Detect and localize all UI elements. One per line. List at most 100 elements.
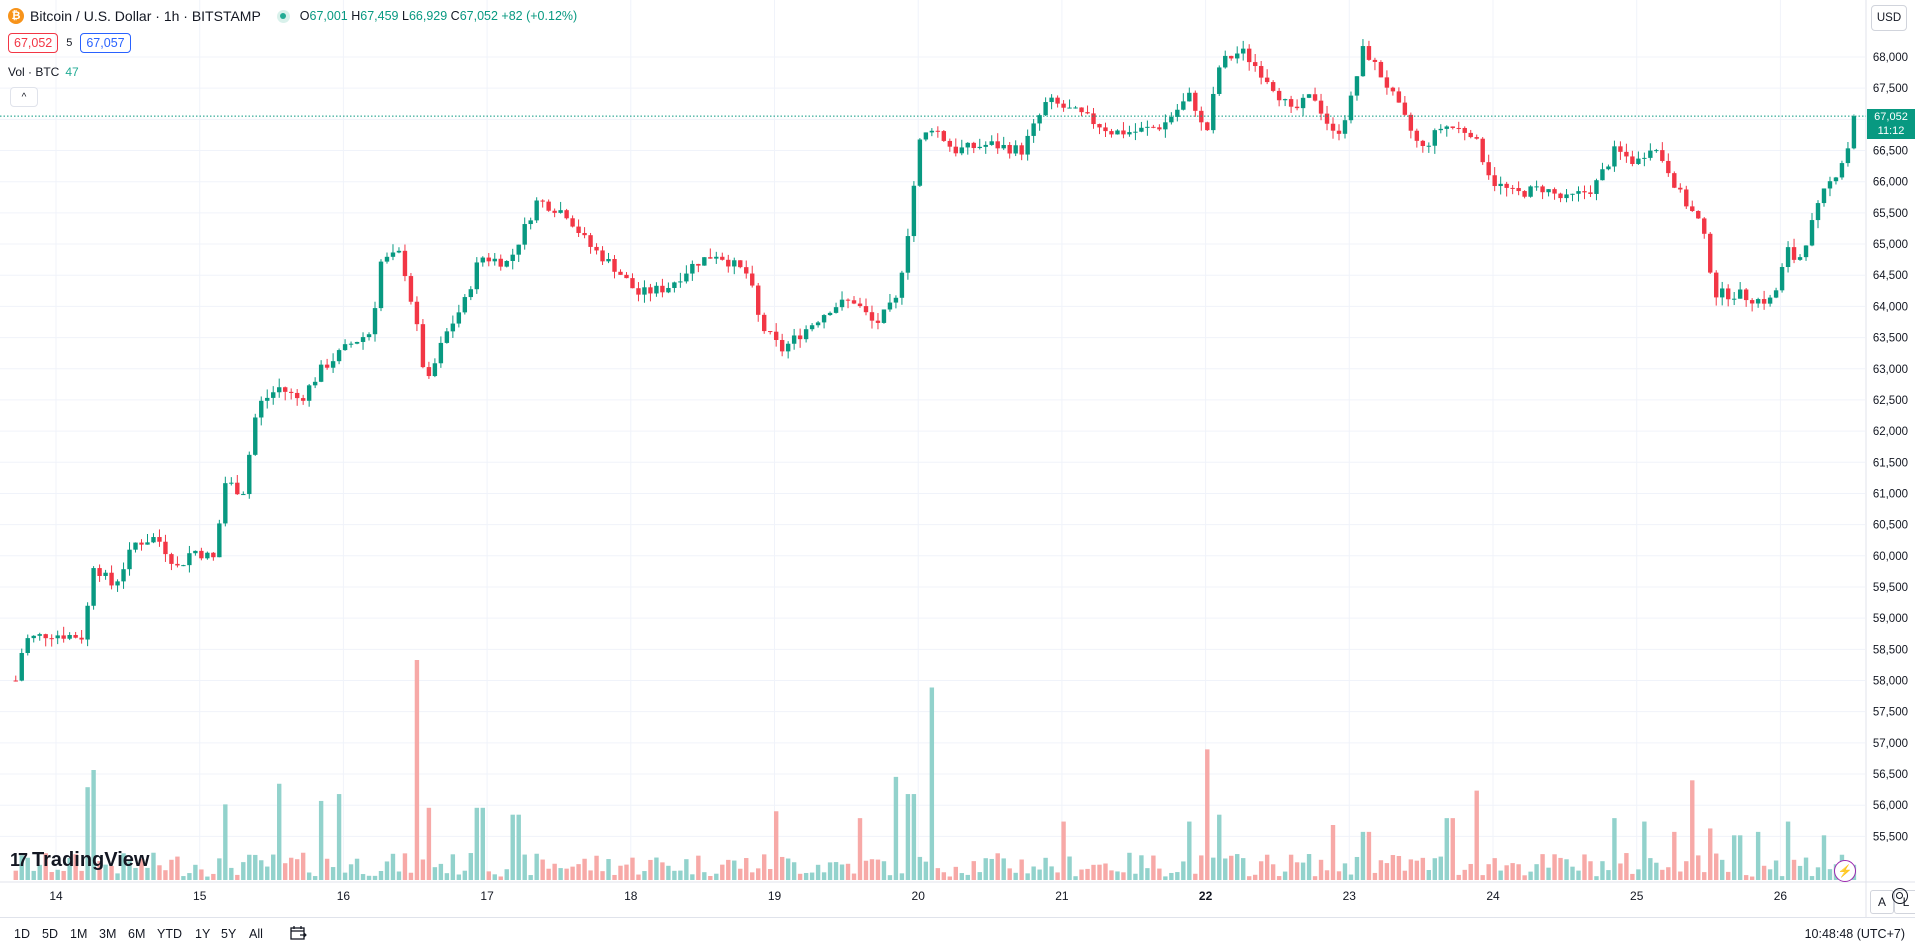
candle-body — [1163, 122, 1168, 130]
volume-bar — [294, 859, 300, 880]
timezone-clock[interactable]: 10:48:48 (UTC+7) — [1804, 927, 1905, 941]
currency-button[interactable]: USD — [1871, 5, 1907, 31]
candle-body — [1420, 140, 1426, 146]
range-5d-button[interactable]: 5D — [42, 927, 58, 941]
candle-body — [624, 274, 629, 279]
volume-bar — [241, 862, 246, 880]
range-6m-button[interactable]: 6M — [128, 927, 146, 941]
candle-body — [510, 254, 515, 261]
price-tick-label: 67,500 — [1873, 83, 1908, 95]
volume-bar — [73, 854, 78, 880]
candle-body — [899, 272, 905, 298]
candle-body — [1121, 130, 1126, 135]
collapse-legend-button[interactable]: ^ — [10, 87, 38, 107]
volume-bar — [504, 869, 509, 880]
volume-bar — [1223, 858, 1228, 880]
candle-body — [1336, 130, 1342, 134]
bottom-toolbar: 1D 5D 1M 3M 6M YTD 1Y 5Y All 10:48:48 (U… — [0, 917, 1915, 950]
calendar-goto-icon[interactable] — [290, 925, 307, 940]
candle-body — [1055, 97, 1060, 104]
volume-bar — [432, 867, 438, 880]
candle-body — [31, 635, 36, 639]
volume-bar — [348, 864, 354, 880]
candle-body — [300, 398, 306, 401]
range-1m-button[interactable]: 1M — [70, 927, 88, 941]
range-all-button[interactable]: All — [249, 927, 263, 941]
candle-body — [312, 381, 318, 386]
volume-bar — [366, 875, 372, 880]
volume-bar — [678, 870, 683, 880]
candle-body — [504, 260, 509, 267]
volume-bar — [624, 864, 629, 880]
volume-bar — [1797, 865, 1803, 880]
range-3m-button[interactable]: 3M — [99, 927, 117, 941]
volume-bar — [1037, 869, 1042, 880]
lightning-icon[interactable]: ⚡ — [1834, 860, 1856, 882]
range-1y-button[interactable]: 1Y — [195, 927, 211, 941]
volume-bar — [534, 853, 539, 880]
candle-body — [1169, 116, 1174, 123]
volume-bar — [1630, 873, 1635, 880]
candle-body — [678, 281, 683, 283]
candle-body — [1564, 194, 1569, 199]
volume-bar — [869, 859, 875, 880]
buy-button[interactable]: 67,057 — [80, 33, 131, 53]
candle-body — [1809, 220, 1815, 246]
candle-body — [103, 572, 108, 576]
candle-body — [1306, 94, 1312, 98]
range-5y-button[interactable]: 5Y — [221, 927, 237, 941]
volume-bar — [1438, 856, 1443, 880]
volume-bar — [989, 858, 994, 880]
volume-bar — [468, 853, 474, 880]
volume-bar — [959, 873, 964, 880]
range-1d-button[interactable]: 1D — [14, 927, 30, 941]
volume-bar — [342, 872, 348, 880]
volume-bar — [19, 855, 24, 880]
range-ytd-button[interactable]: YTD — [157, 927, 182, 941]
volume-bar — [1067, 856, 1072, 880]
candle-body — [193, 550, 198, 554]
candle-body — [1851, 116, 1857, 149]
candle-body — [1815, 203, 1821, 221]
candle-body — [318, 364, 324, 382]
volume-bar — [1336, 871, 1342, 880]
candle-body — [1181, 101, 1186, 110]
symbol-title[interactable]: Bitcoin / U.S. Dollar · 1h · BITSTAMP — [30, 8, 261, 24]
volume-bar — [636, 874, 641, 880]
candle-body — [929, 130, 935, 133]
volume-bar — [1163, 876, 1168, 880]
volume-bar — [324, 858, 330, 880]
volume-bar — [37, 864, 42, 880]
auto-scale-button[interactable]: A — [1870, 890, 1894, 914]
volume-bar — [791, 862, 797, 880]
candle-body — [133, 542, 138, 550]
volume-bar — [1193, 873, 1198, 880]
volume-bar — [1288, 854, 1294, 880]
volume-bar — [1468, 863, 1473, 880]
candle-body — [1785, 247, 1791, 268]
tradingview-logo[interactable]: 17 TradingView — [10, 849, 149, 872]
candle-body — [1276, 90, 1282, 101]
volume-legend[interactable]: Vol · BTC 47 — [8, 65, 79, 79]
candle-body — [1241, 48, 1246, 54]
candle-body — [330, 361, 336, 368]
settings-gear-icon[interactable] — [1892, 888, 1908, 904]
candle-body — [372, 308, 378, 335]
volume-bar — [181, 876, 186, 880]
volume-bar — [1761, 865, 1767, 880]
candle-body — [648, 287, 653, 294]
volume-bar — [1217, 814, 1222, 880]
volume-bar — [827, 862, 833, 880]
candle-body — [636, 288, 641, 295]
volume-bar — [1612, 818, 1617, 880]
price-chart[interactable]: 55,500 56,000 56,500 57,000 57,500 58,000 58,5… — [0, 0, 1915, 917]
volume-bar — [1049, 866, 1054, 880]
candle-body — [1624, 151, 1629, 157]
candle-body — [732, 260, 737, 267]
candle-body — [1827, 181, 1833, 189]
sell-button[interactable]: 67,052 — [8, 33, 59, 53]
volume-bar — [708, 876, 713, 880]
volume-bar — [995, 853, 1000, 880]
volume-bar — [13, 870, 18, 880]
volume-bar — [49, 872, 54, 880]
